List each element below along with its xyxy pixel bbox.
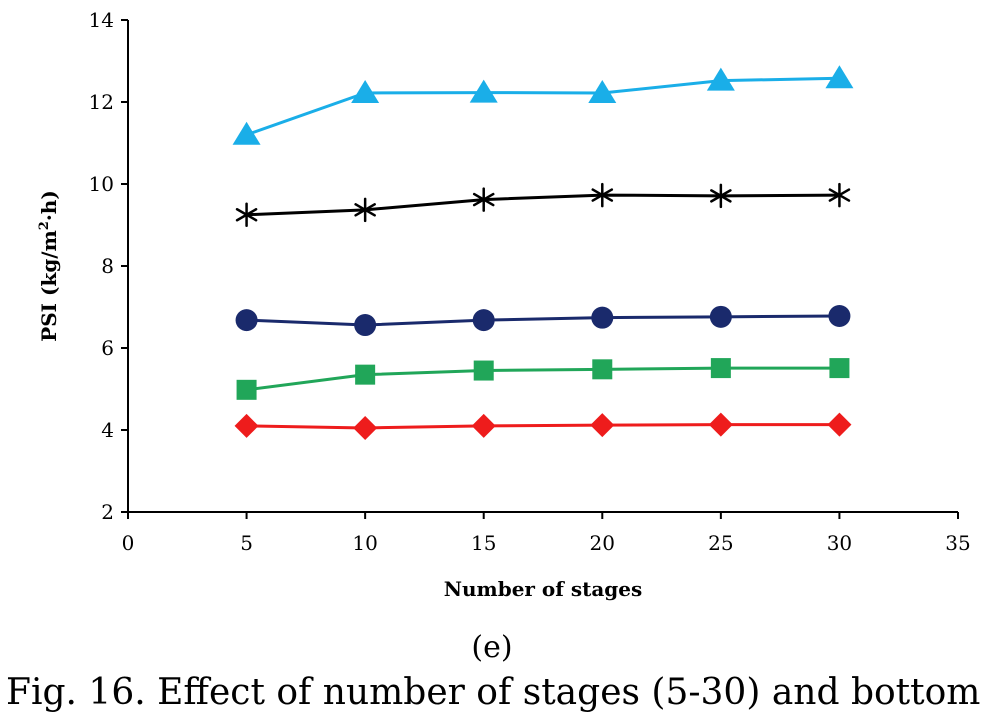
y-tick-label: 6 bbox=[101, 336, 114, 360]
x-tick-label: 15 bbox=[471, 531, 496, 555]
series-line bbox=[246, 366, 840, 392]
series-line bbox=[246, 423, 840, 430]
x-tick-label: 10 bbox=[352, 531, 377, 555]
data-point bbox=[354, 197, 376, 223]
series-asterisk bbox=[235, 182, 851, 227]
data-point bbox=[235, 202, 258, 227]
data-point bbox=[591, 306, 614, 329]
data-point bbox=[234, 413, 259, 438]
panel-label: (e) bbox=[471, 630, 513, 665]
y-axis-title-tail: ·h) bbox=[37, 190, 61, 221]
data-point bbox=[355, 364, 376, 385]
data-point bbox=[709, 305, 732, 328]
y-tick-label: 4 bbox=[101, 418, 114, 442]
x-tick-label: 0 bbox=[122, 531, 135, 555]
data-point bbox=[710, 358, 731, 379]
data-point bbox=[590, 413, 615, 438]
data-point bbox=[706, 67, 735, 91]
data-point bbox=[472, 309, 495, 332]
data-point bbox=[827, 412, 852, 437]
data-point bbox=[828, 182, 851, 208]
y-axis-title: PSI (kg/m2·h) bbox=[37, 190, 61, 342]
data-point bbox=[473, 360, 494, 381]
y-tick-label: 2 bbox=[101, 500, 114, 524]
series-line bbox=[246, 314, 840, 327]
y-tick-label: 14 bbox=[89, 8, 114, 32]
data-point bbox=[232, 121, 261, 145]
series-diamond bbox=[234, 412, 852, 440]
data-point bbox=[472, 187, 495, 212]
line-chart: 2 4 6 8 10 12 14 0 5 10 15 20 25 30 35 Number of stage… bbox=[37, 8, 971, 601]
x-tick-label: 20 bbox=[590, 531, 615, 555]
x-tick-label: 30 bbox=[827, 531, 852, 555]
x-tick-label: 25 bbox=[708, 531, 733, 555]
data-point bbox=[825, 65, 854, 89]
data-point bbox=[591, 182, 614, 208]
data-point bbox=[235, 309, 258, 332]
series-square bbox=[236, 358, 850, 400]
data-point bbox=[353, 415, 378, 440]
data-point bbox=[588, 79, 617, 103]
data-point bbox=[469, 79, 498, 103]
data-point bbox=[471, 413, 496, 438]
x-axis-title: Number of stages bbox=[444, 577, 643, 601]
data-point bbox=[354, 314, 377, 337]
data-point bbox=[592, 359, 613, 380]
y-tick-label: 10 bbox=[89, 172, 114, 196]
data-point bbox=[351, 79, 380, 103]
x-tick-label: 35 bbox=[945, 531, 970, 555]
series-layer bbox=[232, 65, 854, 440]
series-circle bbox=[235, 305, 851, 337]
y-axis-title-superscript: 2 bbox=[37, 221, 52, 230]
data-point bbox=[829, 358, 850, 379]
data-point bbox=[710, 183, 732, 209]
axis-ticks: 2 4 6 8 10 12 14 0 5 10 15 20 25 30 35 bbox=[89, 8, 971, 555]
y-tick-label: 8 bbox=[101, 254, 114, 278]
y-tick-label: 12 bbox=[89, 90, 114, 114]
x-tick-label: 5 bbox=[240, 531, 253, 555]
y-axis-title-main: PSI (kg/m bbox=[37, 230, 61, 342]
figure-caption: Fig. 16. Effect of number of stages (5-3… bbox=[6, 672, 984, 713]
series-triangle bbox=[232, 65, 854, 145]
series-line bbox=[246, 76, 840, 137]
data-point bbox=[828, 305, 851, 328]
series-line bbox=[246, 193, 840, 217]
data-point bbox=[708, 412, 733, 437]
data-point bbox=[236, 379, 257, 400]
